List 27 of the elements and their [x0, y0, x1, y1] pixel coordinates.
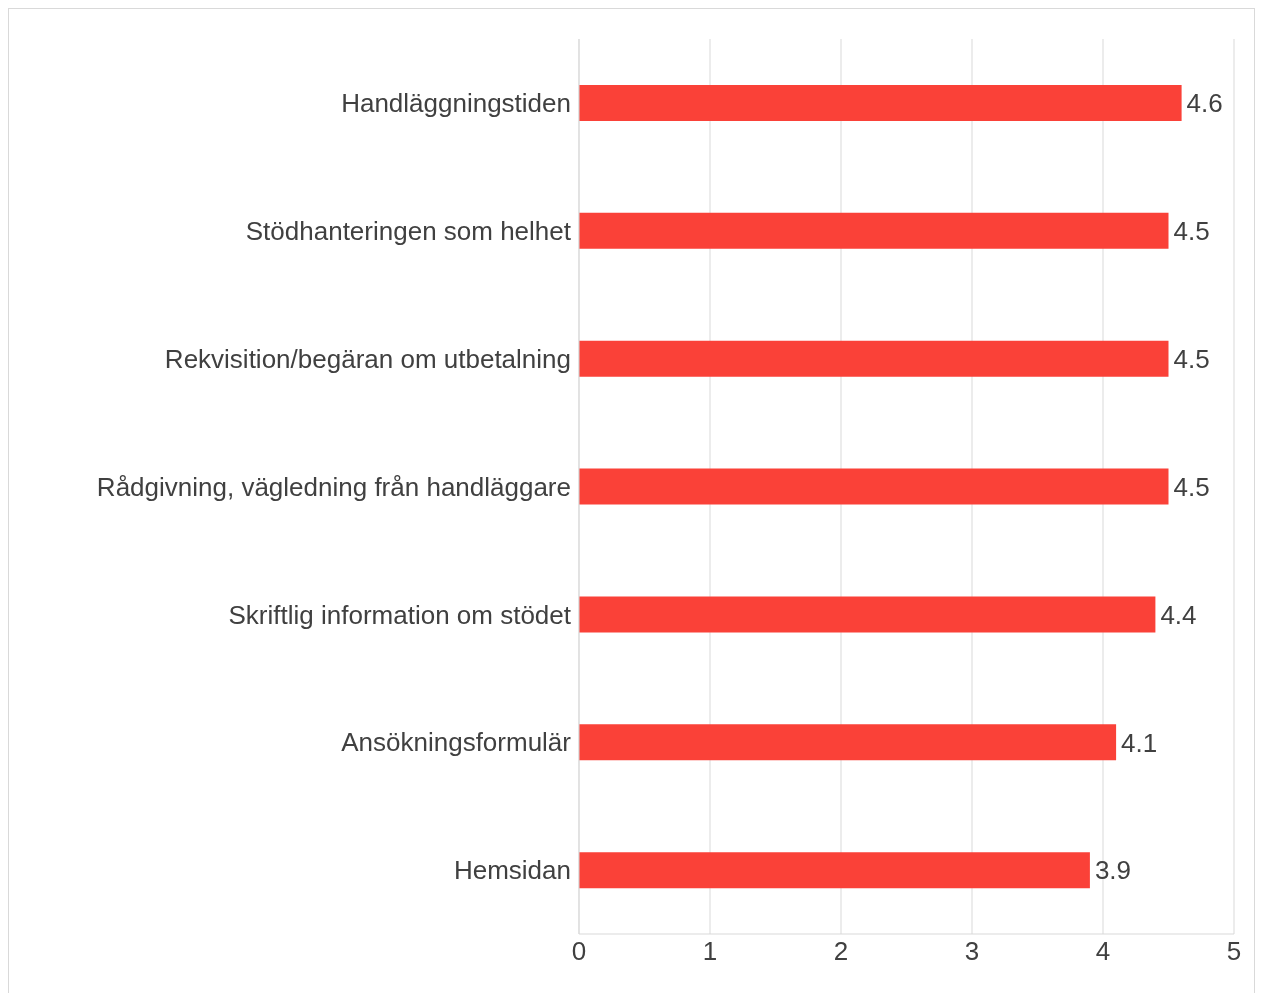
data-label: 4.5	[1173, 216, 1210, 247]
bar	[579, 596, 1156, 633]
y-tick-label: Skriftlig information om stödet	[228, 599, 572, 630]
x-tick-label: 4	[1095, 936, 1111, 967]
bar	[579, 212, 1169, 249]
x-tick-label: 0	[571, 936, 587, 967]
bar	[579, 85, 1182, 121]
y-tick-label: Handläggningstiden	[341, 88, 571, 119]
y-tick-label: Ansökningsformulär	[341, 727, 572, 758]
data-label: 4.5	[1173, 343, 1210, 374]
data-label: 4.1	[1121, 727, 1158, 758]
bar	[579, 468, 1169, 505]
x-tick-label: 2	[833, 936, 849, 967]
bar	[579, 724, 1117, 761]
bar	[579, 852, 1090, 889]
x-tick-label: 5	[1226, 936, 1242, 967]
y-tick-label: Rekvisition/begäran om utbetalning	[164, 343, 571, 374]
y-tick-label: Hemsidan	[453, 855, 571, 886]
y-tick-label: Rådgivning, vägledning från handläggare	[96, 471, 571, 502]
x-tick-label: 3	[964, 936, 980, 967]
x-tick-label: 1	[702, 936, 718, 967]
bar	[579, 340, 1169, 377]
data-label: 4.6	[1186, 88, 1223, 119]
data-label: 4.5	[1173, 471, 1210, 502]
data-label: 4.4	[1160, 599, 1197, 630]
data-label: 3.9	[1094, 855, 1132, 886]
y-tick-label: Stödhanteringen som helhet	[245, 216, 572, 247]
